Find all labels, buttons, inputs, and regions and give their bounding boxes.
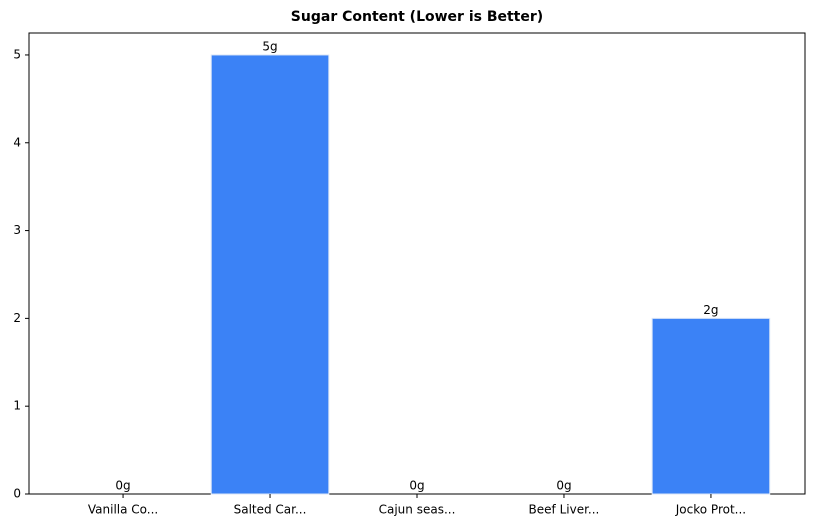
- y-tick-label: 3: [13, 223, 21, 237]
- x-tick-label: Jocko Prot...: [675, 503, 746, 517]
- bar: [651, 317, 771, 495]
- value-label: 0g: [556, 479, 571, 493]
- chart-title: Sugar Content (Lower is Better): [291, 9, 543, 25]
- value-label: 0g: [409, 479, 424, 493]
- x-tick-label: Salted Car...: [234, 503, 307, 517]
- y-tick-label: 0: [13, 487, 21, 501]
- value-label: 5g: [262, 39, 277, 53]
- y-tick-label: 5: [13, 47, 21, 61]
- value-label: 2g: [703, 303, 718, 317]
- y-tick-label: 1: [13, 399, 21, 413]
- value-label: 0g: [115, 479, 130, 493]
- x-tick-label: Beef Liver...: [529, 503, 600, 517]
- y-tick-label: 2: [13, 311, 21, 325]
- x-tick-label: Cajun seas...: [379, 503, 456, 517]
- y-tick-label: 4: [13, 135, 21, 149]
- x-tick-label: Vanilla Co...: [88, 503, 158, 517]
- bar: [210, 54, 330, 495]
